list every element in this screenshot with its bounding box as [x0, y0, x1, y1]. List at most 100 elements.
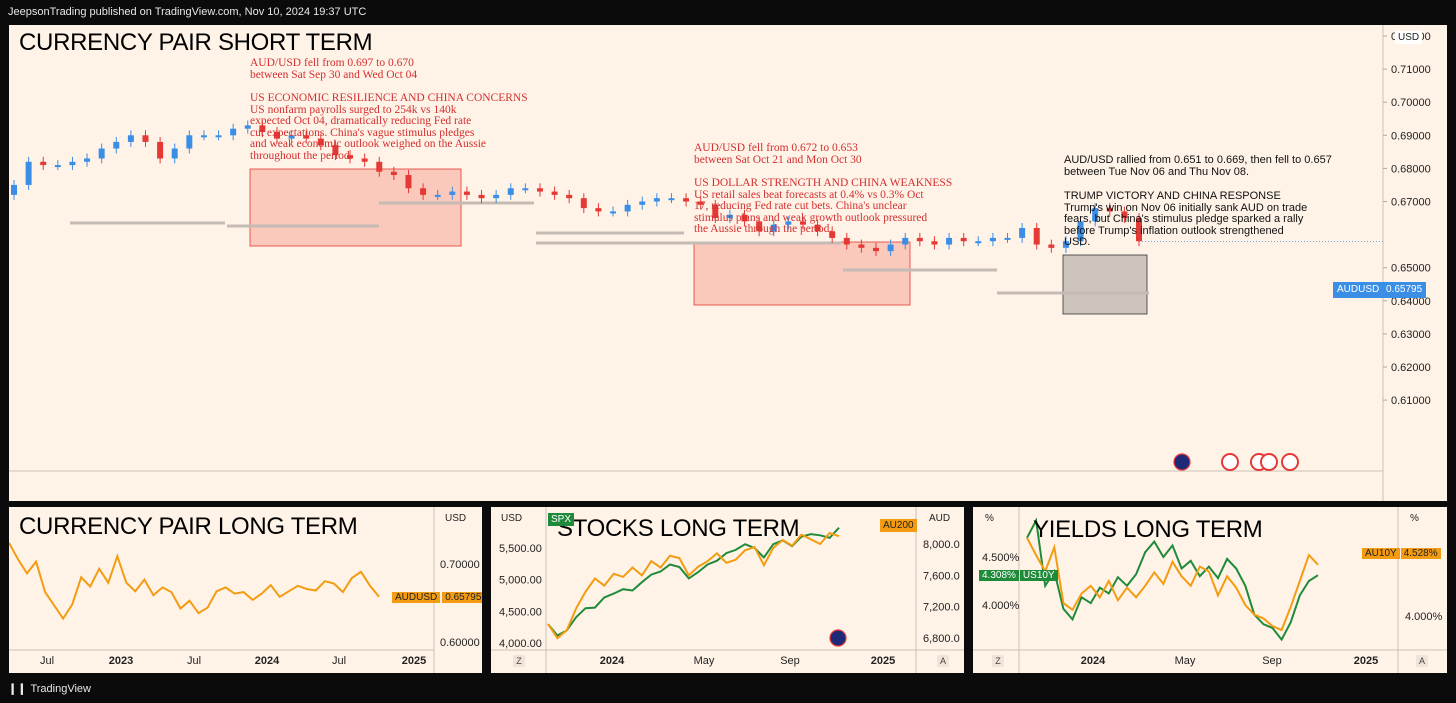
candle-body: [347, 155, 354, 159]
candle-body: [40, 161, 47, 166]
annotation-3-range: AUD/USD rallied from 0.651 to 0.669, the…: [1064, 154, 1332, 178]
candle-body: [595, 208, 602, 212]
time-tick-label: 2024: [600, 655, 625, 667]
candle-body: [244, 125, 251, 129]
candle-body: [11, 184, 17, 195]
candle-body: [1033, 227, 1040, 245]
candle-body: [1106, 208, 1113, 212]
price-tick-label: 7,600.0: [923, 570, 960, 582]
candle-body: [814, 224, 821, 232]
panel-stocks-long-term[interactable]: 5,500.00 5,000.00 4,500.00 4,000.00 8,000.0…: [491, 507, 964, 673]
time-axis: 2024 May Sep 2025: [600, 655, 895, 667]
log-scale-button[interactable]: Z: [992, 655, 1004, 667]
candle-body: [756, 221, 763, 232]
us-flag-icon: [1260, 453, 1278, 471]
panel1-svg[interactable]: 0.70000 0.60000 Jul 2023 Jul 2024 Jul 2025: [9, 507, 482, 673]
candle-body: [493, 194, 500, 199]
time-tick-label: Sep: [780, 655, 800, 667]
au200-line: [547, 531, 840, 640]
candle-body: [463, 191, 470, 195]
auto-scale-button[interactable]: A: [1416, 655, 1428, 667]
price-tick-label: 0.64000: [1391, 296, 1431, 308]
panel3-title: YIELDS LONG TERM: [1033, 516, 1263, 543]
price-tick-label: 6,800.0: [923, 633, 960, 645]
candle-body: [1004, 237, 1011, 240]
symbol-price-tag[interactable]: AUDUSD 0.65795: [1333, 282, 1427, 298]
time-tick-label: 2025: [402, 655, 426, 667]
us-flag-icon: [1221, 453, 1239, 471]
auto-scale-button[interactable]: A: [937, 655, 949, 667]
price-tick-label: 0.69000: [1391, 130, 1431, 142]
panel1-price-tag[interactable]: AUDUSD 0.65795: [392, 591, 482, 605]
candle-body: [639, 201, 646, 205]
au10y-tag[interactable]: AU10Y 4.528%: [1362, 547, 1441, 560]
time-tick-label: Jul: [187, 655, 201, 667]
log-scale-button[interactable]: Z: [513, 655, 525, 667]
candle-body: [551, 191, 558, 195]
candle-body: [1092, 208, 1099, 222]
candle-body: [171, 148, 178, 159]
panel2-title: STOCKS LONG TERM: [557, 515, 800, 542]
price-tick-label: 5,000.00: [499, 575, 542, 587]
price-tick-label: 0.71000: [1391, 64, 1431, 76]
candle-body: [1062, 241, 1069, 248]
au-flag-icon: [1173, 453, 1191, 471]
audusd-long-line: [9, 542, 380, 621]
price-tick-label: 5,500.00: [499, 543, 542, 555]
candle-body: [230, 128, 237, 136]
time-axis: Jul 2023 Jul 2024 Jul 2025: [40, 655, 426, 667]
panel3-unit-right: %: [1410, 513, 1419, 524]
candle-body: [960, 237, 967, 242]
candle-body: [449, 191, 456, 195]
time-tick-label: 2024: [1081, 655, 1106, 667]
price-tick-label: 0.60000: [440, 637, 480, 649]
candle-body: [1121, 211, 1128, 219]
us10y-tag[interactable]: 4.308% US10Y: [979, 569, 1058, 582]
event-icons: [1173, 453, 1299, 471]
candle-body: [566, 194, 573, 199]
candle-body: [697, 201, 704, 205]
price-tick-label: 0.70000: [440, 559, 480, 571]
au200-tag[interactable]: AU200: [880, 519, 917, 532]
us10y-symbol: US10Y: [1019, 570, 1058, 581]
support-resistance-lines: [70, 201, 1149, 295]
candle-body: [84, 158, 91, 162]
candle-body: [931, 241, 938, 245]
main-chart-svg[interactable]: 0.720000.710000.700000.690000.680000.670…: [9, 25, 1447, 501]
right-price-axis: 8,000.0 7,600.0 7,200.0 6,800.0: [923, 539, 960, 645]
panel2-svg[interactable]: 5,500.00 5,000.00 4,500.00 4,000.00 8,000.0…: [491, 507, 964, 673]
panel3-svg[interactable]: 4.500% 4.000% 4.000% 2024 May Sep 2025: [973, 507, 1447, 673]
price-axis: 0.720000.710000.700000.690000.680000.670…: [1383, 31, 1431, 407]
candle-body: [25, 161, 32, 185]
candle-body: [390, 171, 397, 176]
yield-tick-label: 4.500%: [982, 552, 1020, 564]
panel1-title: CURRENCY PAIR LONG TERM: [19, 513, 358, 540]
symbol-name: AUDUSD: [1337, 284, 1380, 295]
highlight-box-1: [249, 168, 462, 247]
candle-body: [829, 231, 836, 238]
time-tick-label: 2024: [255, 655, 280, 667]
spx-tag[interactable]: SPX: [548, 513, 575, 526]
price-tick-label: 0.62000: [1391, 362, 1431, 374]
candle-body: [507, 188, 514, 195]
us10y-line: [1026, 517, 1319, 642]
panel-currency-long-term[interactable]: 0.70000 0.60000 Jul 2023 Jul 2024 Jul 2025 CUR…: [9, 507, 482, 673]
main-chart-panel[interactable]: 0.720000.710000.700000.690000.680000.670…: [9, 25, 1447, 501]
candle-body: [770, 224, 777, 232]
price-tick-label: 0.67000: [1391, 197, 1431, 209]
candle-body: [259, 125, 266, 132]
time-tick-label: 2025: [1354, 655, 1378, 667]
panel-yields-long-term[interactable]: 4.500% 4.000% 4.000% 2024 May Sep 2025 YIELD…: [973, 507, 1447, 673]
candle-body: [785, 221, 792, 225]
candle-body: [157, 141, 164, 159]
candle-body: [712, 204, 719, 219]
us10y-value: 4.308%: [979, 570, 1019, 581]
annotation-2-body: US DOLLAR STRENGTH AND CHINA WEAKNESS US…: [694, 177, 953, 236]
candle-body: [975, 241, 982, 244]
time-tick-label: May: [694, 655, 715, 667]
candle-body: [200, 135, 207, 138]
candle-body: [858, 244, 865, 248]
au-flag-icon: [829, 629, 847, 647]
candle-body: [98, 148, 105, 159]
candle-body: [1019, 227, 1026, 238]
